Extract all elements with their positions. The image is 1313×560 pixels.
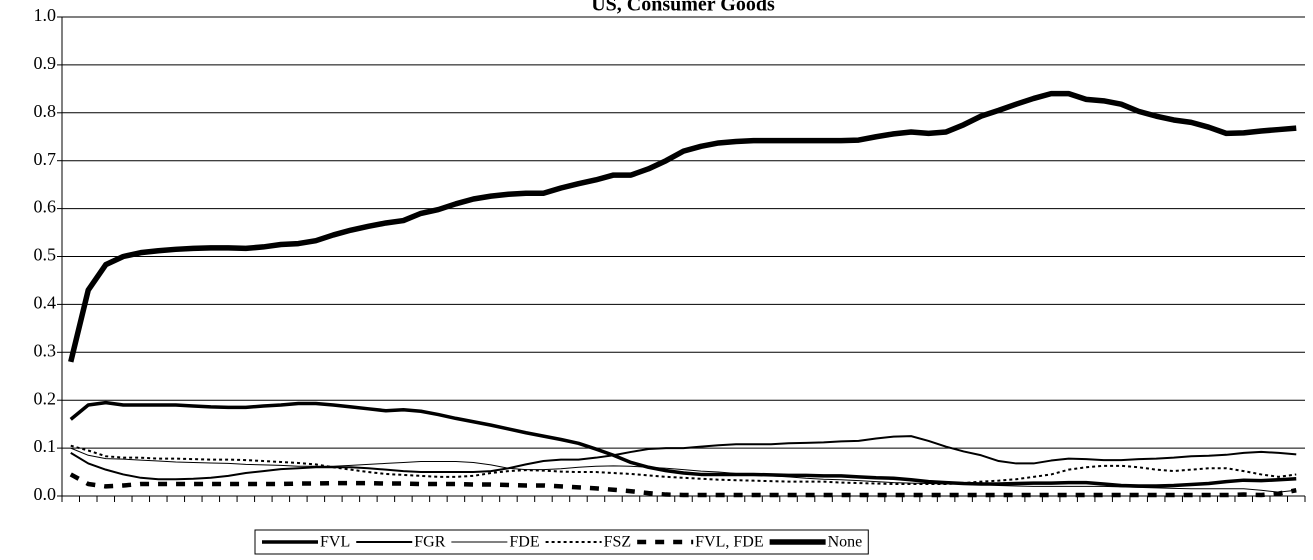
legend-label: None [828,534,863,551]
legend-label: FSZ [604,534,632,551]
y-tick-label: 0.1 [34,436,57,456]
y-tick-label: 0.6 [34,197,57,217]
y-tick-label: 0.4 [34,293,57,313]
series-line [69,472,1297,498]
series-line [68,90,1297,363]
y-tick-label: 0.3 [34,340,57,360]
legend-label: FVL [320,534,350,551]
series-line [70,435,1297,481]
legend-label: FDE [509,534,539,551]
series-line [70,447,1297,493]
y-tick-label: 0.0 [34,484,57,504]
series-line [70,444,1297,486]
chart-title: US, Consumer Goods [591,0,775,16]
series-line [69,400,1297,488]
y-tick-label: 0.2 [34,388,57,408]
legend-label: FVL, FDE [695,534,763,551]
y-tick-label: 0.8 [34,101,57,121]
y-tick-label: 0.9 [34,53,57,73]
y-tick-label: 1.0 [34,5,57,25]
legend: FVL FGR FDE FSZ FVL, FDE None [254,529,869,555]
legend-label: FGR [414,534,445,551]
y-tick-label: 0.5 [34,245,57,265]
y-tick-label: 0.7 [34,149,57,169]
